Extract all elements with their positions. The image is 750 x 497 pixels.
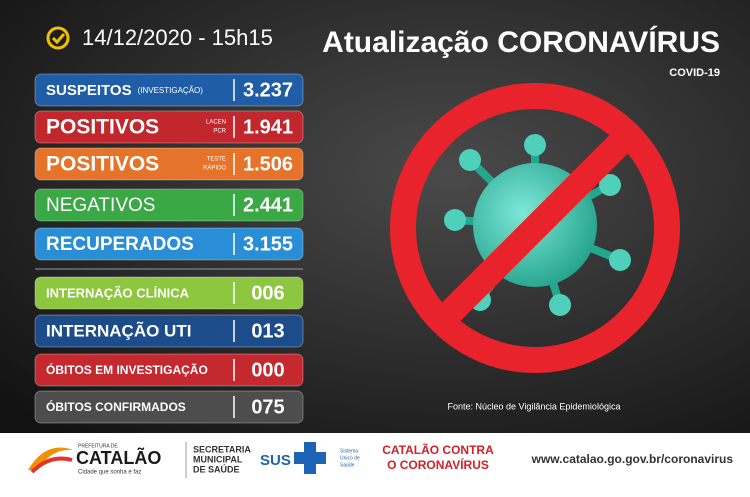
stat-pill [34, 227, 304, 261]
stat-value: 1.506 [243, 153, 293, 175]
secretaria: MUNICIPAL [193, 454, 243, 464]
stat-pill [34, 73, 304, 107]
stat-label: ÓBITOS EM INVESTIGAÇÃO [46, 362, 208, 377]
stat-value: 013 [251, 320, 284, 342]
stat-label: SUSPEITOS [46, 82, 132, 99]
stat-value: 1.941 [243, 116, 293, 138]
slogan: Cidade que sonha e faz [78, 470, 141, 476]
stat-pill [34, 276, 304, 310]
stat-label: POSITIVOS [46, 153, 159, 176]
subtitle: COVID-19 [669, 67, 720, 79]
campaign: CATALÃO CONTRA [382, 442, 494, 457]
prohibition-sign [390, 83, 680, 373]
url[interactable]: www.catalao.go.gov.br/coronavirus [531, 452, 734, 466]
city-name: CATALÃO [76, 447, 161, 468]
stat-label: POSITIVOS [46, 116, 159, 139]
stat-value: 3.237 [243, 79, 293, 101]
city-logo [28, 447, 73, 474]
stat-label: RECUPERADOS [46, 234, 194, 255]
stat-pill [34, 147, 304, 181]
date: 14/12/2020 - 15h15 [82, 25, 273, 50]
clock-icon [46, 26, 70, 50]
stat-note: TESTE [207, 157, 226, 163]
stat-label: NEGATIVOS [46, 195, 155, 216]
title: Atualização CORONAVÍRUS [322, 25, 720, 59]
stat-note: (INVESTIGAÇÃO) [138, 86, 204, 95]
stat-pill [34, 314, 304, 348]
stat-pill [34, 390, 304, 424]
stat-value: 006 [251, 282, 284, 304]
stat-pill [34, 353, 304, 387]
sus: SUS [260, 452, 291, 469]
prefeitura: PREFEITURA DE [78, 443, 118, 449]
sus-text: Sistema [340, 448, 358, 454]
campaign: O CORONAVÍRUS [387, 457, 489, 472]
sus-text: Saúde [340, 462, 355, 468]
stat-pill [34, 188, 304, 222]
stat-note: RÁPIDO [203, 165, 226, 172]
stat-label: INTERNAÇÃO CLÍNICA [46, 285, 190, 300]
secretaria: DE SAÚDE [193, 463, 240, 474]
stat-label: ÓBITOS CONFIRMADOS [46, 399, 186, 414]
secretaria: SECRETARIA [193, 444, 251, 454]
sus-cross [294, 442, 326, 474]
source: Fonte: Núcleo de Vigilância Epidemiológi… [448, 401, 621, 411]
stat-value: 2.441 [243, 194, 293, 216]
stat-value: 075 [251, 396, 284, 418]
stat-note: LACEN [206, 120, 226, 126]
sus-text: Único de [340, 454, 360, 461]
stat-value: 000 [251, 359, 284, 381]
footer [0, 433, 750, 497]
stat-note: PCR [213, 129, 226, 135]
stat-pill [34, 110, 304, 144]
stat-value: 3.155 [243, 233, 293, 255]
stat-label: INTERNAÇÃO UTI [46, 320, 191, 340]
